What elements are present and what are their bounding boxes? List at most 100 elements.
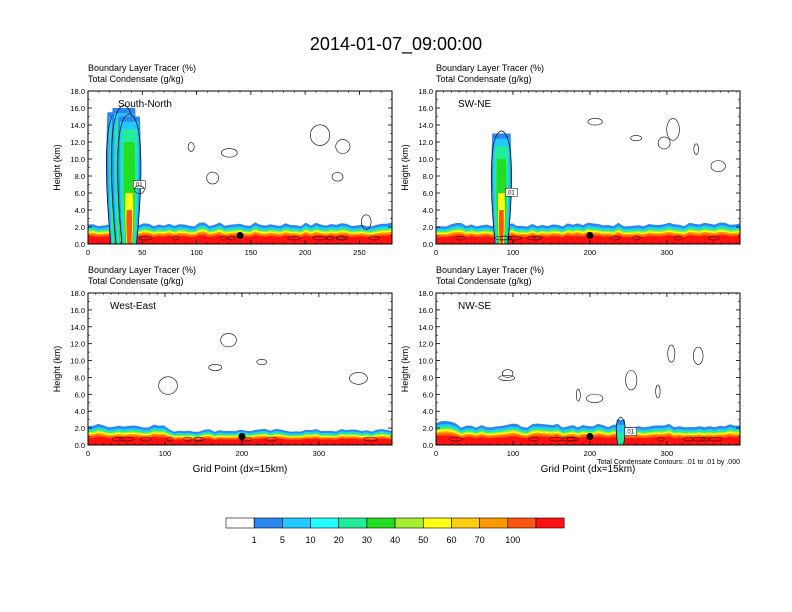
y-tick-label: 0.0 — [423, 240, 433, 249]
colorbar-label: 40 — [390, 535, 400, 545]
condensate-contour — [183, 436, 193, 442]
tracer-field — [88, 333, 392, 445]
panel-subtitle-condensate: Total Condensate (g/kg) — [88, 276, 184, 286]
condensate-contour — [561, 436, 576, 442]
y-tick-label: 2.0 — [75, 424, 85, 433]
y-tick-label: 10.0 — [70, 357, 85, 366]
y-tick-label: 14.0 — [70, 323, 85, 332]
colorbar-label: 100 — [505, 535, 520, 545]
condensate-contour — [500, 235, 512, 241]
colorbar-swatch — [310, 517, 340, 529]
y-tick-label: 16.0 — [418, 306, 433, 315]
x-tick-label: 150 — [245, 248, 258, 257]
y-tick-label: 14.0 — [418, 121, 433, 130]
condensate-contour — [265, 436, 278, 442]
y-tick-label: 18.0 — [418, 87, 433, 96]
y-tick-label: 4.0 — [423, 206, 433, 215]
condensate-contour — [158, 376, 178, 395]
y-tick-label: 2.0 — [423, 223, 433, 232]
y-tick-label: 18.0 — [418, 289, 433, 298]
condensate-contour — [507, 235, 522, 241]
condensate-contour — [287, 235, 301, 241]
tracer-field: .01.01.01 — [88, 105, 392, 244]
contour-label-box — [624, 427, 637, 436]
y-tick-label: 6.0 — [75, 390, 85, 399]
condensate-contour — [134, 185, 145, 194]
y-tick-label: 2.0 — [75, 223, 85, 232]
plot-frame — [435, 90, 741, 245]
plume-layer — [498, 210, 504, 244]
condensate-contour — [708, 436, 723, 442]
colorbar-label: 1 — [252, 535, 257, 545]
colorbar-swatch — [422, 517, 452, 529]
y-tick-label: 16.0 — [70, 104, 85, 113]
panel-name: South-North — [118, 99, 172, 110]
condensate-contour — [625, 370, 638, 391]
x-tick-label: 200 — [584, 449, 597, 458]
panel-south-north: Boundary Layer Tracer (%)Total Condensat… — [52, 63, 393, 257]
panel-subtitle-tracer: Boundary Layer Tracer (%) — [88, 63, 196, 73]
contour-note: Total Condensate Contours: .01 to .01 by… — [597, 459, 740, 466]
y-axis-label: Height (km) — [52, 346, 62, 393]
panel-name: NW-SE — [458, 301, 491, 312]
condensate-contour — [710, 160, 726, 172]
condensate-contour — [227, 235, 236, 241]
colorbar-swatch — [253, 517, 283, 529]
condensate-contour — [326, 235, 335, 241]
condensate-contour — [335, 139, 351, 154]
condensate-contour — [119, 436, 135, 442]
x-tick-label: 300 — [313, 449, 326, 458]
x-tick-label: 200 — [299, 248, 312, 257]
panel-sw-ne: Boundary Layer Tracer (%)Total Condensat… — [400, 63, 741, 257]
y-tick-label: 8.0 — [75, 172, 85, 181]
colorbar-swatch — [479, 517, 509, 529]
condensate-contour — [528, 436, 539, 442]
condensate-contour — [548, 436, 564, 442]
location-marker — [238, 433, 246, 441]
condensate-contour — [206, 171, 219, 185]
y-tick-label: 6.0 — [75, 189, 85, 198]
contour-label: .01 — [506, 190, 515, 196]
panel-subtitle-tracer: Boundary Layer Tracer (%) — [436, 265, 544, 275]
tracer-band — [436, 235, 740, 244]
y-tick-label: 12.0 — [418, 138, 433, 147]
x-tick-label: 0 — [86, 248, 90, 257]
contour-label-box — [505, 188, 518, 197]
colorbar-label: 10 — [306, 535, 316, 545]
y-tick-label: 8.0 — [423, 172, 433, 181]
condensate-contour — [448, 436, 463, 442]
condensate-contour — [609, 235, 621, 241]
condensate-contour — [692, 436, 706, 442]
condensate-contour — [187, 142, 195, 152]
colorbar: 1 5 10 20 30 40 50 60 70 100 — [225, 517, 565, 545]
y-tick-label: 12.0 — [70, 340, 85, 349]
x-tick-label: 100 — [159, 449, 172, 458]
condensate-contour — [575, 388, 581, 402]
x-tick-label: 300 — [661, 449, 674, 458]
y-axis-label: Height (km) — [400, 144, 410, 191]
condensate-contour — [657, 436, 665, 442]
panel-subtitle-tracer: Boundary Layer Tracer (%) — [436, 63, 544, 73]
plume-layer — [617, 432, 624, 445]
condensate-contour — [566, 436, 579, 442]
condensate-contour — [674, 235, 683, 241]
condensate-contour — [138, 235, 153, 241]
condensate-contour — [368, 235, 380, 241]
y-tick-label: 18.0 — [70, 289, 85, 298]
colorbar-swatch — [394, 517, 424, 529]
condensate-contour — [707, 235, 720, 241]
condensate-contour — [310, 124, 331, 146]
location-marker — [586, 232, 594, 239]
panel-name: West-East — [110, 301, 156, 312]
condensate-contour — [526, 235, 543, 241]
y-tick-label: 4.0 — [75, 407, 85, 416]
y-axis-label: Height (km) — [400, 346, 410, 393]
condensate-contour — [494, 235, 509, 241]
condensate-contour — [194, 436, 205, 442]
y-tick-label: 4.0 — [423, 407, 433, 416]
y-tick-label: 2.0 — [423, 424, 433, 433]
panel-west-east: Boundary Layer Tracer (%)Total Condensat… — [52, 265, 393, 475]
y-tick-label: 14.0 — [70, 121, 85, 130]
location-marker — [586, 433, 594, 441]
